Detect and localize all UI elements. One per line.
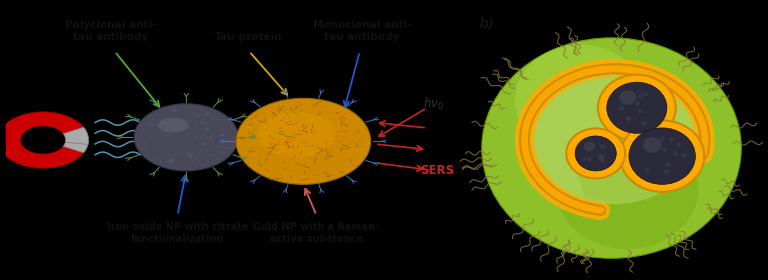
Text: Polyclonal anti-
tau antibody: Polyclonal anti- tau antibody [65, 20, 156, 42]
Polygon shape [63, 140, 88, 153]
Circle shape [195, 158, 198, 160]
Circle shape [195, 136, 197, 138]
Circle shape [598, 75, 676, 141]
Circle shape [149, 123, 154, 126]
Circle shape [205, 128, 210, 130]
Circle shape [187, 152, 190, 153]
Text: b): b) [478, 16, 495, 30]
Circle shape [515, 45, 644, 155]
Circle shape [180, 120, 184, 121]
Circle shape [177, 153, 180, 155]
Polygon shape [63, 127, 88, 144]
Circle shape [223, 152, 225, 153]
Circle shape [620, 120, 704, 192]
Circle shape [220, 134, 224, 136]
Circle shape [201, 143, 206, 145]
Circle shape [221, 129, 224, 130]
Text: Tau-protein: Tau-protein [215, 32, 283, 42]
Circle shape [188, 155, 193, 157]
Circle shape [197, 114, 200, 117]
Circle shape [169, 162, 172, 164]
Circle shape [172, 128, 176, 131]
Circle shape [214, 115, 217, 117]
Circle shape [210, 137, 213, 139]
Text: Monoclonal anti-
tau antibody: Monoclonal anti- tau antibody [313, 20, 411, 42]
Circle shape [215, 153, 218, 155]
Circle shape [160, 162, 163, 163]
Circle shape [184, 148, 187, 150]
Ellipse shape [134, 104, 238, 171]
Circle shape [556, 128, 699, 249]
Circle shape [143, 147, 146, 149]
Circle shape [225, 147, 229, 149]
Circle shape [154, 157, 156, 158]
Circle shape [169, 155, 171, 157]
Circle shape [643, 137, 661, 153]
Circle shape [575, 136, 616, 171]
Circle shape [210, 155, 212, 156]
Circle shape [482, 38, 741, 258]
Circle shape [198, 161, 200, 163]
Circle shape [167, 160, 170, 162]
Ellipse shape [534, 76, 696, 204]
Text: Gold NP with a Raman-
active substance: Gold NP with a Raman- active substance [253, 222, 379, 244]
Circle shape [629, 128, 695, 184]
Circle shape [215, 145, 218, 147]
Circle shape [171, 108, 176, 111]
Circle shape [194, 124, 197, 126]
Circle shape [151, 137, 153, 138]
Circle shape [193, 163, 197, 165]
Circle shape [619, 90, 636, 105]
Circle shape [171, 159, 175, 161]
Circle shape [163, 127, 166, 129]
Circle shape [584, 142, 595, 151]
Ellipse shape [158, 118, 188, 133]
Circle shape [167, 135, 170, 137]
Circle shape [152, 119, 154, 120]
Text: Iron oxide NP with citrate
functionalization: Iron oxide NP with citrate functionaliza… [107, 222, 248, 244]
Circle shape [566, 129, 625, 178]
Circle shape [162, 127, 166, 129]
Circle shape [203, 122, 207, 125]
Circle shape [173, 109, 177, 112]
Circle shape [168, 160, 171, 161]
Text: $h\nu_0$: $h\nu_0$ [422, 96, 443, 112]
Circle shape [607, 82, 667, 133]
Ellipse shape [258, 112, 336, 157]
Circle shape [142, 128, 145, 130]
Circle shape [200, 121, 204, 123]
Polygon shape [0, 112, 88, 168]
Circle shape [185, 152, 189, 155]
Ellipse shape [236, 98, 371, 184]
Polygon shape [526, 70, 703, 206]
Circle shape [205, 113, 209, 115]
Text: SERS: SERS [421, 164, 455, 178]
Circle shape [194, 112, 197, 113]
Circle shape [222, 151, 225, 153]
Circle shape [170, 159, 174, 162]
